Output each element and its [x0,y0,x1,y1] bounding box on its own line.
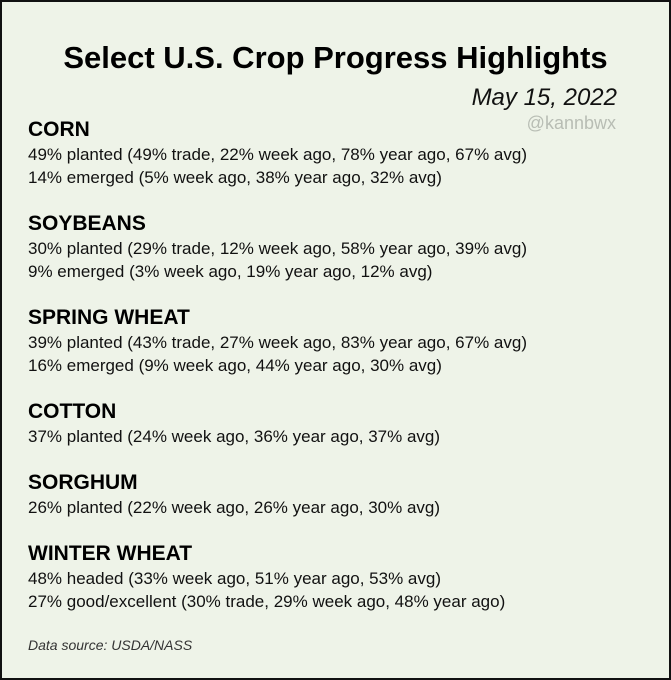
section-sorghum: SORGHUM 26% planted (22% week ago, 26% y… [28,470,638,519]
section-heading: SPRING WHEAT [28,306,190,329]
section-heading: COTTON [28,400,117,423]
section-heading: SORGHUM [28,471,138,494]
crop-sections: CORN 49% planted (49% trade, 22% week ag… [28,117,638,635]
section-corn: CORN 49% planted (49% trade, 22% week ag… [28,117,638,189]
section-line: 14% emerged (5% week ago, 38% year ago, … [28,168,442,187]
section-line: 49% planted (49% trade, 22% week ago, 78… [28,145,527,164]
section-line: 16% emerged (9% week ago, 44% year ago, … [28,356,442,375]
section-cotton: COTTON 37% planted (24% week ago, 36% ye… [28,399,638,448]
section-heading: SOYBEANS [28,212,146,235]
author-handle: @kannbwx [526,113,616,133]
report-date: May 15, 2022 [471,84,617,111]
data-source-note: Data source: USDA/NASS [28,637,193,653]
section-line: 26% planted (22% week ago, 26% year ago,… [28,498,441,517]
section-heading: CORN [28,118,90,141]
section-line: 48% headed (33% week ago, 51% year ago, … [28,569,441,588]
page-title: Select U.S. Crop Progress Highlights [63,40,608,75]
section-soybeans: SOYBEANS 30% planted (29% trade, 12% wee… [28,211,638,283]
section-line: 9% emerged (3% week ago, 19% year ago, 1… [28,262,433,281]
section-line: 37% planted (24% week ago, 36% year ago,… [28,427,441,446]
section-winter-wheat: WINTER WHEAT 48% headed (33% week ago, 5… [28,541,638,613]
section-line: 27% good/excellent (30% trade, 29% week … [28,592,506,611]
section-line: 30% planted (29% trade, 12% week ago, 58… [28,239,527,258]
section-line: 39% planted (43% trade, 27% week ago, 83… [28,333,527,352]
section-spring-wheat: SPRING WHEAT 39% planted (43% trade, 27%… [28,305,638,377]
section-heading: WINTER WHEAT [28,542,193,565]
